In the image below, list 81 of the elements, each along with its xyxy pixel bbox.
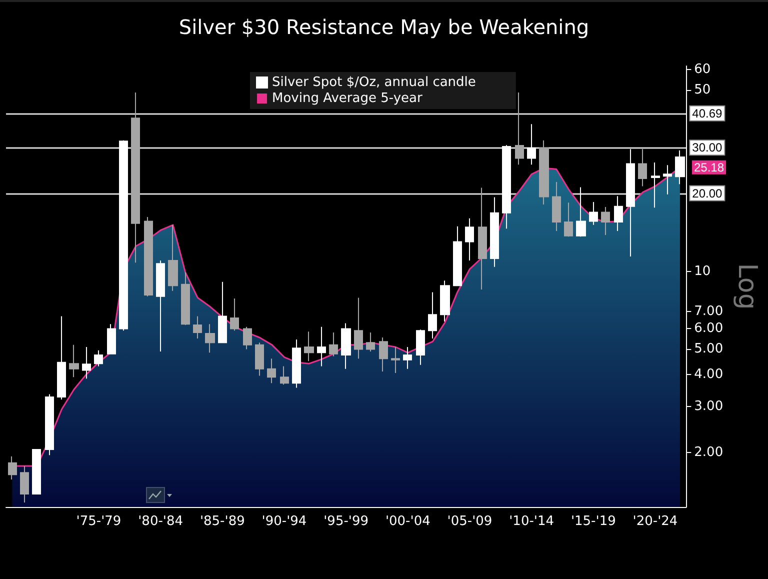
candlestick xyxy=(391,346,400,374)
candlestick xyxy=(94,350,103,367)
candlestick xyxy=(576,186,586,238)
candlestick xyxy=(428,292,437,340)
candlestick xyxy=(465,218,474,262)
candlestick xyxy=(589,202,598,226)
candlestick xyxy=(131,92,140,264)
candlestick xyxy=(403,346,412,370)
text: 25.18 xyxy=(694,160,724,174)
y-tick-label: 10 xyxy=(694,264,711,279)
candlestick xyxy=(119,140,128,332)
candlestick xyxy=(205,324,215,354)
candlestick xyxy=(440,280,450,322)
ref-line-label: 30.00 xyxy=(692,140,723,155)
y-tick-label: 7.00 xyxy=(694,304,724,319)
candlestick xyxy=(416,329,425,366)
chart-title: Silver $30 Resistance May be Weakening xyxy=(178,15,590,39)
x-tick-label: '15-'19 xyxy=(570,514,616,529)
candlestick xyxy=(20,466,29,504)
candlestick xyxy=(478,187,487,290)
y-tick-label: 2.00 xyxy=(694,444,724,460)
candlestick xyxy=(515,92,524,166)
candlestick xyxy=(539,140,549,206)
candlestick xyxy=(181,272,190,326)
candlestick xyxy=(193,316,202,340)
y-tick-label: 50 xyxy=(694,82,711,98)
candlestick xyxy=(255,342,264,376)
candlestick xyxy=(144,216,153,297)
y-tick-label: 60 xyxy=(694,62,711,78)
candlestick xyxy=(502,144,511,230)
x-tick-label: '80-'84 xyxy=(138,514,184,529)
candlestick xyxy=(601,206,610,236)
candlestick xyxy=(626,148,635,258)
candlestick xyxy=(379,336,388,372)
candlestick xyxy=(82,346,91,380)
legend-label: Silver Spot $/Oz, annual candle xyxy=(272,75,476,90)
candlestick xyxy=(651,162,660,208)
ref-line-label: 40.69 xyxy=(692,106,723,120)
candlestick xyxy=(366,332,375,352)
candlestick xyxy=(453,226,462,286)
candlestick xyxy=(527,124,536,166)
candlestick xyxy=(156,260,165,352)
candlestick xyxy=(354,297,363,360)
candlestick xyxy=(490,196,499,268)
y-tick-label: 3.00 xyxy=(694,399,724,414)
y-axis-title: Log xyxy=(732,263,762,310)
candlestick xyxy=(663,164,672,195)
candlestick xyxy=(329,332,338,357)
candlestick xyxy=(638,148,647,187)
y-tick-label: 6.00 xyxy=(694,321,724,336)
candlestick xyxy=(341,322,351,370)
x-tick-label: '90-'94 xyxy=(262,514,307,529)
candlestick xyxy=(218,281,227,344)
candlestick xyxy=(552,182,561,232)
candlestick xyxy=(267,358,276,384)
y-tick-label: 4.00 xyxy=(694,366,724,382)
candlestick xyxy=(69,344,79,378)
candlestick xyxy=(230,298,239,332)
candlestick xyxy=(243,326,252,350)
x-tick-label: '95-'99 xyxy=(324,514,369,529)
x-tick-label: '05-'09 xyxy=(447,514,492,529)
x-tick-label: '20-'24 xyxy=(632,514,678,529)
candlestick xyxy=(107,324,116,354)
legend-label: Moving Average 5-year xyxy=(272,91,424,106)
x-tick-label: '75-'79 xyxy=(76,514,122,529)
x-tick-label: '85-'89 xyxy=(200,514,245,529)
candlestick xyxy=(280,366,289,386)
candlestick xyxy=(8,456,17,480)
candlestick xyxy=(292,339,301,388)
ref-line-label: 20.00 xyxy=(692,186,723,200)
y-tick-label: 5.00 xyxy=(694,342,724,357)
candlestick xyxy=(317,326,326,367)
candlestick xyxy=(564,202,573,238)
candlestick xyxy=(45,394,54,456)
candlestick xyxy=(32,449,41,495)
candlestick xyxy=(614,196,623,232)
candlestick xyxy=(57,316,66,400)
x-tick-label: '10-'14 xyxy=(509,514,554,529)
x-tick-label: '00-'04 xyxy=(385,514,430,529)
candlestick xyxy=(168,224,178,292)
candlestick xyxy=(304,331,314,362)
